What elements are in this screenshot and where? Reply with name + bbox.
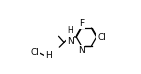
Text: N: N (67, 37, 73, 46)
Text: H: H (67, 26, 73, 35)
Text: Cl: Cl (30, 48, 39, 57)
Text: F: F (79, 19, 84, 28)
Text: N: N (78, 46, 84, 55)
Text: Cl: Cl (97, 32, 106, 42)
Text: H: H (45, 51, 51, 60)
